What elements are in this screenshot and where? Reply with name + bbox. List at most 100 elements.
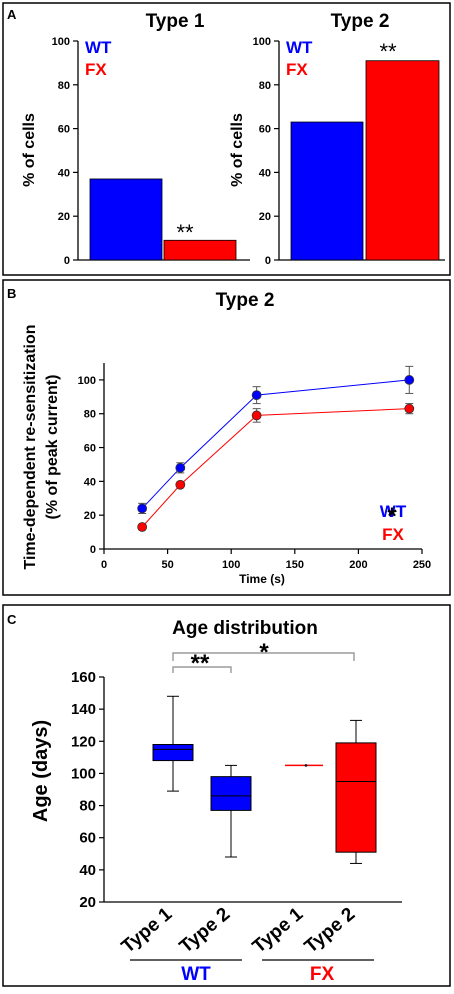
- y-tick-label: 20: [58, 211, 70, 223]
- y-tick-label: 60: [79, 830, 96, 847]
- chart-type1-title: Type 1: [146, 11, 205, 32]
- chart-type2-cells-ylabel: % of cells: [229, 113, 246, 187]
- panel-a: A Type 1 % of cells 0 20 40 60 80 100 WT FX *…: [2, 2, 451, 276]
- y-tick-label: 100: [253, 36, 271, 48]
- box-point: [304, 764, 308, 767]
- x-tick-label: 0: [101, 559, 107, 571]
- chart-age-category-fx-type1: Type 1: [249, 903, 308, 957]
- chart-age-category-wt-type2: Type 2: [176, 904, 235, 958]
- data-point-fx: [251, 410, 262, 421]
- data-point-wt: [137, 503, 148, 514]
- chart-resensitization-ylabel-line2: (% of peak current): [44, 375, 61, 520]
- x-tick-label: 150: [286, 559, 304, 571]
- y-tick-label: 100: [78, 375, 96, 387]
- panel-b: B Type 2 Time-dependent re-sensitization…: [2, 279, 451, 596]
- x-tick-label: 250: [413, 559, 431, 571]
- box-fx-type2: [335, 719, 377, 864]
- y-tick-label: 0: [90, 544, 96, 556]
- chart-age-group-fx: FX: [310, 964, 335, 985]
- box-iqr: [152, 744, 194, 762]
- y-tick-label: 40: [58, 167, 70, 179]
- chart-age-significance-type2: *: [259, 639, 269, 666]
- chart-age-ticks: 20 40 60 80 100 120 140 160: [71, 669, 104, 911]
- panel-b-label: B: [7, 286, 16, 301]
- chart-type1-ylabel: % of cells: [21, 113, 38, 187]
- y-tick-label: 120: [71, 733, 96, 750]
- y-tick-label: 80: [259, 80, 271, 92]
- panel-b-frame: [2, 279, 451, 596]
- box-iqr: [210, 776, 252, 811]
- chart-type1-ticks: 0 20 40 60 80 100: [52, 36, 78, 267]
- chart-resensitization-ylabel-line1: Time-dependent re-sensitization: [22, 324, 39, 569]
- y-tick-label: 20: [84, 510, 96, 522]
- y-tick-label: 60: [58, 124, 70, 136]
- box-wt-type1: [152, 695, 194, 792]
- panel-c: C Age distribution Age (days) 20 40 60 80 10…: [2, 604, 451, 987]
- chart-age-group-wt: WT: [181, 964, 211, 985]
- chart-age-ylabel: Age (days): [30, 720, 52, 822]
- y-tick-label: 60: [84, 443, 96, 455]
- chart-type1-bar-wt: [89, 178, 163, 261]
- box-wt-type2: [210, 764, 252, 858]
- y-tick-label: 0: [64, 255, 70, 267]
- x-tick-label: 200: [349, 559, 367, 571]
- chart-type2-cells-bar-fx: [365, 60, 440, 261]
- data-point-fx: [137, 522, 148, 532]
- panel-a-label: A: [7, 7, 17, 22]
- x-tick-label: 50: [161, 559, 173, 571]
- chart-resensitization-legend-fx: FX: [382, 525, 404, 544]
- y-tick-label: 40: [79, 862, 96, 879]
- box-iqr: [335, 742, 377, 853]
- data-point-fx: [404, 403, 415, 414]
- panel-c-frame: [2, 604, 451, 987]
- chart-resensitization-legend-wt: WT: [380, 502, 407, 521]
- chart-type1-legend-fx: FX: [85, 60, 107, 79]
- chart-resensitization-title: Type 2: [216, 290, 275, 311]
- chart-type2-cells: Type 2 % of cells 0 20 40 60 80 100 WT FX **: [229, 11, 445, 267]
- chart-resensitization-significance: *: [387, 503, 397, 530]
- y-tick-label: 20: [79, 894, 96, 911]
- chart-type1-legend-wt: WT: [85, 38, 112, 57]
- chart-resensitization-series: [137, 365, 415, 532]
- y-tick-label: 140: [71, 701, 96, 718]
- chart-resensitization-ticks: 0 20 40 60 80 100 0 50 100 150 200 250: [78, 375, 432, 571]
- chart-type2-cells-ticks: 0 20 40 60 80 100: [253, 36, 279, 267]
- data-point-fx: [175, 479, 186, 490]
- chart-age-bracket-narrow: [172, 666, 232, 673]
- chart-type2-cells-legend-fx: FX: [286, 60, 308, 79]
- x-tick-label: 100: [222, 559, 240, 571]
- y-tick-label: 160: [71, 669, 96, 686]
- y-tick-label: 80: [79, 798, 96, 815]
- chart-age-significance-wt: **: [191, 650, 210, 677]
- chart-age-bracket-wide: [172, 652, 355, 661]
- chart-age-title: Age distribution: [172, 618, 318, 639]
- data-point-wt: [404, 375, 415, 385]
- panel-c-label: C: [7, 612, 17, 627]
- chart-age-category-wt-type1: Type 1: [118, 903, 177, 957]
- y-tick-label: 100: [52, 36, 70, 48]
- chart-type1: Type 1 % of cells 0 20 40 60 80 100 WT FX **: [21, 11, 250, 267]
- y-tick-label: 80: [84, 409, 96, 421]
- series-line-fx: [141, 408, 410, 528]
- chart-resensitization-xlabel: Time (s): [239, 572, 285, 586]
- y-tick-label: 20: [259, 211, 271, 223]
- chart-type1-significance: **: [176, 220, 194, 245]
- chart-type2-cells-significance: **: [379, 39, 397, 64]
- data-point-wt: [251, 390, 262, 401]
- y-tick-label: 40: [259, 167, 271, 179]
- chart-age-category-fx-type2: Type 2: [301, 904, 360, 958]
- y-tick-label: 100: [71, 765, 96, 782]
- y-tick-label: 80: [58, 80, 70, 92]
- panel-a-frame: [2, 2, 451, 276]
- chart-type1-bar-fx: [163, 239, 237, 261]
- chart-type2-cells-legend-wt: WT: [286, 38, 313, 57]
- chart-type2-cells-bar-wt: [290, 121, 364, 261]
- y-tick-label: 0: [265, 255, 271, 267]
- box-fx-type1: [285, 764, 323, 767]
- chart-age-boxes: [152, 695, 377, 864]
- y-tick-label: 40: [84, 476, 96, 488]
- y-tick-label: 60: [259, 124, 271, 136]
- data-point-wt: [175, 462, 186, 473]
